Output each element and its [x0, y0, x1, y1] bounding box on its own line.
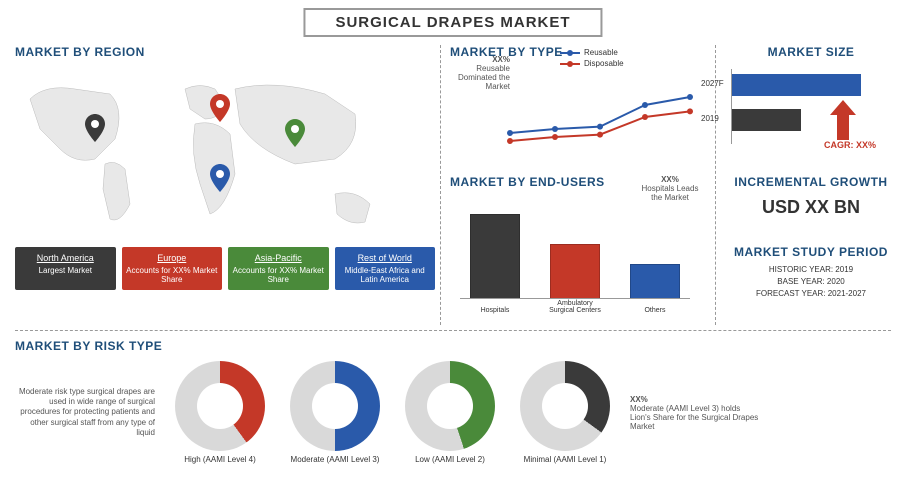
map-pin-icon	[285, 119, 305, 147]
map-pin-icon	[210, 164, 230, 192]
size-label: 2019	[701, 114, 719, 123]
region-box: EuropeAccounts for XX% Market Share	[122, 247, 223, 290]
donut-label: High (AAMI Level 4)	[175, 455, 265, 464]
donut-label: Minimal (AAMI Level 1)	[520, 455, 610, 464]
bar-label: Hospitals	[465, 307, 525, 314]
study-line: BASE YEAR: 2020	[731, 276, 891, 288]
donut-chart: Minimal (AAMI Level 1)	[520, 361, 610, 464]
cagr-text: CAGR: XX%	[824, 140, 876, 150]
region-box: Rest of WorldMiddle-East Africa and Lati…	[335, 247, 436, 290]
study-list: HISTORIC YEAR: 2019BASE YEAR: 2020FORECA…	[731, 264, 891, 300]
type-note: XX%Reusable Dominated the Market	[455, 55, 510, 91]
study-line: FORECAST YEAR: 2021-2027	[731, 288, 891, 300]
incremental-title: INCREMENTAL GROWTH	[731, 175, 891, 189]
world-map	[15, 64, 415, 239]
region-title: MARKET BY REGION	[15, 45, 435, 59]
study-section: MARKET STUDY PERIOD HISTORIC YEAR: 2019B…	[731, 245, 891, 300]
map-pin-icon	[85, 114, 105, 142]
study-title: MARKET STUDY PERIOD	[731, 245, 891, 259]
size-label: 2027F	[701, 79, 724, 88]
bar	[630, 264, 680, 299]
bar	[550, 244, 600, 299]
region-boxes: North AmericaLargest MarketEuropeAccount…	[15, 247, 435, 290]
donut-chart: Low (AAMI Level 2)	[405, 361, 495, 464]
size-bar	[731, 109, 801, 131]
risk-section: MARKET BY RISK TYPE Moderate risk type s…	[15, 330, 891, 464]
legend-item: Disposable	[560, 59, 624, 68]
donut-chart: Moderate (AAMI Level 3)	[290, 361, 380, 464]
risk-note: XX%Moderate (AAMI Level 3) holds Lion's …	[630, 395, 760, 431]
page-title: SURGICAL DRAPES MARKET	[303, 8, 602, 37]
type-legend: Reusable Disposable	[560, 48, 624, 70]
size-title: MARKET SIZE	[731, 45, 891, 59]
map-pin-icon	[210, 94, 230, 122]
region-box: North AmericaLargest Market	[15, 247, 116, 290]
bar	[470, 214, 520, 299]
incremental-section: INCREMENTAL GROWTH USD XX BN	[731, 175, 891, 218]
endusers-note: XX%Hospitals Leads the Market	[640, 175, 700, 202]
size-section: MARKET SIZE 2027F2019	[731, 45, 891, 154]
risk-description: Moderate risk type surgical drapes are u…	[15, 387, 155, 439]
bar-label: Others	[625, 307, 685, 314]
bar-label: Ambulatory Surgical Centers	[545, 300, 605, 314]
study-line: HISTORIC YEAR: 2019	[731, 264, 891, 276]
donut-chart: High (AAMI Level 4)	[175, 361, 265, 464]
region-box: Asia-PacificAccounts for XX% Market Shar…	[228, 247, 329, 290]
donut-label: Moderate (AAMI Level 3)	[290, 455, 380, 464]
cagr-arrow-icon	[830, 100, 856, 143]
legend-item: Reusable	[560, 48, 624, 57]
donut-label: Low (AAMI Level 2)	[405, 455, 495, 464]
endusers-bar-chart: Hospitals Ambulatory Surgical Centers Othe…	[450, 194, 700, 314]
risk-title: MARKET BY RISK TYPE	[15, 339, 891, 353]
size-bar	[731, 74, 861, 96]
divider	[440, 45, 441, 325]
incremental-value: USD XX BN	[731, 197, 891, 218]
region-section: MARKET BY REGION North AmericaLargest Ma…	[15, 45, 435, 290]
